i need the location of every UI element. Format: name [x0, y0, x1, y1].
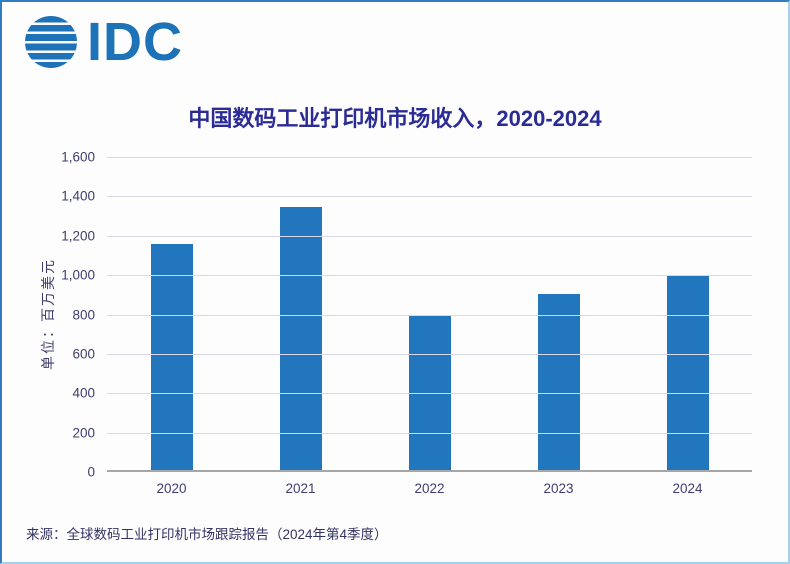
- gridline: [107, 157, 752, 158]
- y-tick-label: 400: [72, 385, 95, 401]
- y-tick-label: 1,000: [61, 267, 95, 283]
- bar-2020: [150, 244, 193, 472]
- bar-slot: 2020: [107, 157, 236, 496]
- gridline: [107, 433, 752, 434]
- plot-area: 2020 2021 2022 2023 2024 0 200 400 600 800 1,000 1…: [61, 150, 752, 496]
- gridline: [107, 275, 752, 276]
- y-tick-label: 600: [72, 346, 95, 362]
- bar-2023: [537, 294, 580, 472]
- y-tick-label: 0: [87, 464, 95, 480]
- x-tick-label: 2021: [285, 481, 316, 496]
- y-tick-label: 1,200: [61, 228, 95, 244]
- y-tick-label: 1,600: [61, 149, 95, 165]
- gridline: [107, 393, 752, 394]
- x-tick-label: 2022: [414, 481, 445, 496]
- idc-logo-text: IDC: [87, 12, 183, 72]
- bar-2022: [408, 316, 451, 472]
- gridline: [107, 354, 752, 355]
- bar-slot: 2021: [236, 157, 365, 496]
- bar-slot: 2023: [494, 157, 623, 496]
- x-tick-label: 2023: [543, 481, 574, 496]
- x-tick-label: 2020: [156, 481, 187, 496]
- idc-logo: IDC: [24, 15, 183, 69]
- y-tick-label: 1,400: [61, 188, 95, 204]
- bar-2021: [279, 207, 322, 472]
- y-tick-label: 200: [72, 425, 95, 441]
- bars-row: 2020 2021 2022 2023 2024: [107, 157, 752, 496]
- chart-title: 中国数码工业打印机市场收入，2020-2024: [188, 106, 602, 131]
- x-tick-label: 2024: [672, 481, 703, 496]
- x-axis-line: [107, 470, 752, 472]
- bar-2024: [666, 275, 709, 472]
- y-axis-title: 单位：百万美元: [40, 258, 56, 370]
- gridline: [107, 315, 752, 316]
- striped-globe-icon: [25, 16, 77, 68]
- bar-slot: 2024: [623, 157, 752, 496]
- gridline: [107, 236, 752, 237]
- gridline: [107, 196, 752, 197]
- y-tick-label: 800: [72, 307, 95, 323]
- bar-slot: 2022: [365, 157, 494, 496]
- source-note: 来源：全球数码工业打印机市场跟踪报告（2024年第4季度）: [26, 527, 388, 542]
